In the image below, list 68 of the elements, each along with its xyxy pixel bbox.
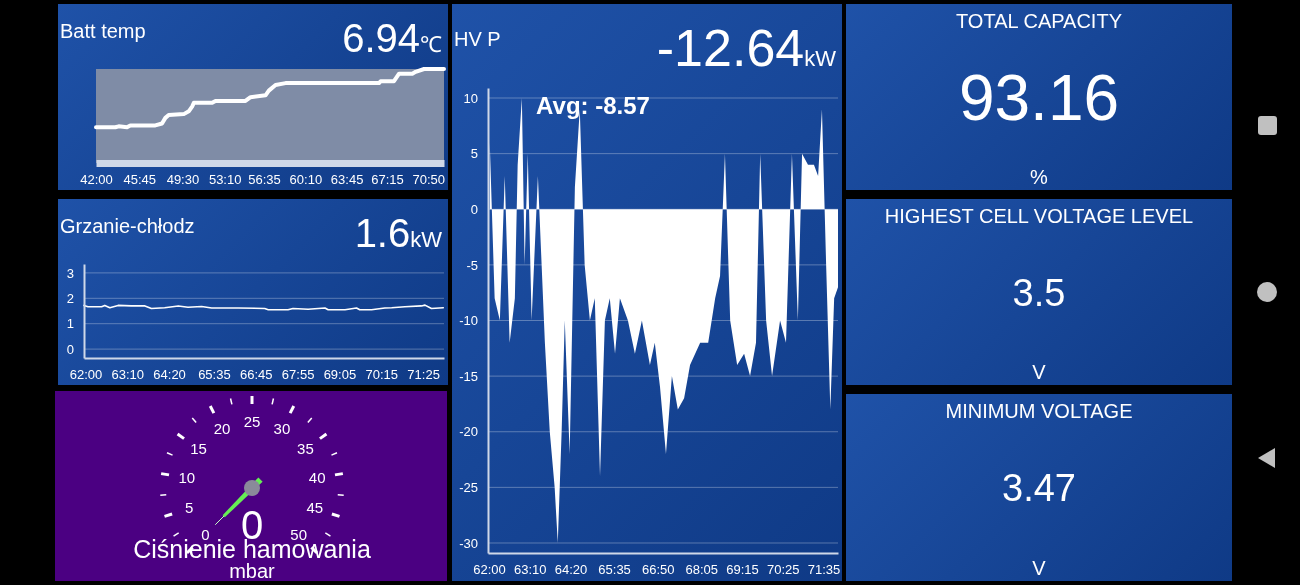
x-tick-label: 71:25 <box>407 367 440 383</box>
text: mbar <box>229 560 276 582</box>
chart-title: HV P <box>454 28 501 50</box>
chart-title: Grzanie-chłodz <box>60 215 195 237</box>
text: 50 <box>290 525 308 543</box>
y-tick-label: 5 <box>470 146 478 162</box>
y-tick-label: 3 <box>66 265 74 281</box>
x-tick-label: 63:10 <box>514 562 547 578</box>
chart-title: Batt temp <box>60 20 146 42</box>
x-tick-label: 62:00 <box>69 367 103 383</box>
y-tick-label: -20 <box>459 424 478 440</box>
text: 25 <box>243 413 261 430</box>
text: V <box>1032 557 1047 579</box>
y-tick-label: -10 <box>459 313 478 329</box>
text: 0 <box>201 525 210 543</box>
text: 20 <box>213 420 231 438</box>
text: 15 <box>190 440 207 458</box>
text: TOTAL CAPACITY <box>956 10 1122 32</box>
text: ℃ <box>420 32 442 57</box>
text: 5 <box>185 499 194 517</box>
y-tick-label: -5 <box>466 257 478 273</box>
x-tick-label: 65:35 <box>598 562 631 578</box>
x-tick-label: 70:15 <box>365 367 399 383</box>
text: 40 <box>308 468 326 486</box>
y-tick-label: 0 <box>470 201 478 217</box>
x-tick-label: 65:35 <box>198 367 231 383</box>
text: V <box>1032 361 1047 383</box>
x-tick-label: 66:50 <box>641 562 675 578</box>
text: 10 <box>178 468 196 486</box>
x-tick-label: 66:45 <box>239 367 273 383</box>
x-tick-label: 69:05 <box>323 367 357 383</box>
text: 30 <box>273 420 291 438</box>
data-label: 93.16 <box>958 62 1120 135</box>
x-tick-label: 63:45 <box>330 172 364 188</box>
x-tick-label: 68:05 <box>685 562 719 578</box>
x-tick-label: 67:55 <box>281 367 315 383</box>
text: MINIMUM VOLTAGE <box>945 400 1133 422</box>
x-tick-label: 67:15 <box>371 172 404 188</box>
x-tick-label: 71:35 <box>807 562 841 578</box>
text: HIGHEST CELL VOLTAGE LEVEL <box>884 205 1194 227</box>
x-tick-label: 70:50 <box>412 172 446 188</box>
x-tick-label: 53:10 <box>208 172 242 188</box>
y-tick-label: 10 <box>463 90 478 106</box>
y-tick-label: -15 <box>459 368 478 384</box>
y-tick-label: 2 <box>66 290 74 306</box>
x-tick-label: 63:10 <box>111 367 145 383</box>
data-label: 3.47 <box>1002 467 1076 510</box>
y-tick-label: -30 <box>459 535 478 551</box>
x-tick-label: 49:30 <box>166 172 200 188</box>
x-tick-label: 69:15 <box>726 562 759 578</box>
y-tick-label: 0 <box>66 341 74 357</box>
data-label: 3.5 <box>1012 271 1066 314</box>
x-tick-label: 62:00 <box>473 562 506 578</box>
text: 35 <box>297 440 314 458</box>
x-tick-label: 56:35 <box>248 172 281 188</box>
annotation: Avg: -8.57 <box>536 92 650 119</box>
x-tick-label: 64:20 <box>153 367 186 383</box>
y-tick-label: 1 <box>66 316 74 332</box>
text: 45 <box>306 499 324 517</box>
text: kW <box>804 46 837 71</box>
y-tick-label: -25 <box>459 480 478 496</box>
text: kW <box>410 227 443 252</box>
x-tick-label: 45:45 <box>123 172 156 188</box>
x-tick-label: 42:00 <box>80 172 113 188</box>
x-tick-label: 64:20 <box>554 562 588 578</box>
x-tick-label: 70:25 <box>766 562 800 578</box>
text: % <box>1030 166 1049 188</box>
x-tick-label: 60:10 <box>289 172 323 188</box>
